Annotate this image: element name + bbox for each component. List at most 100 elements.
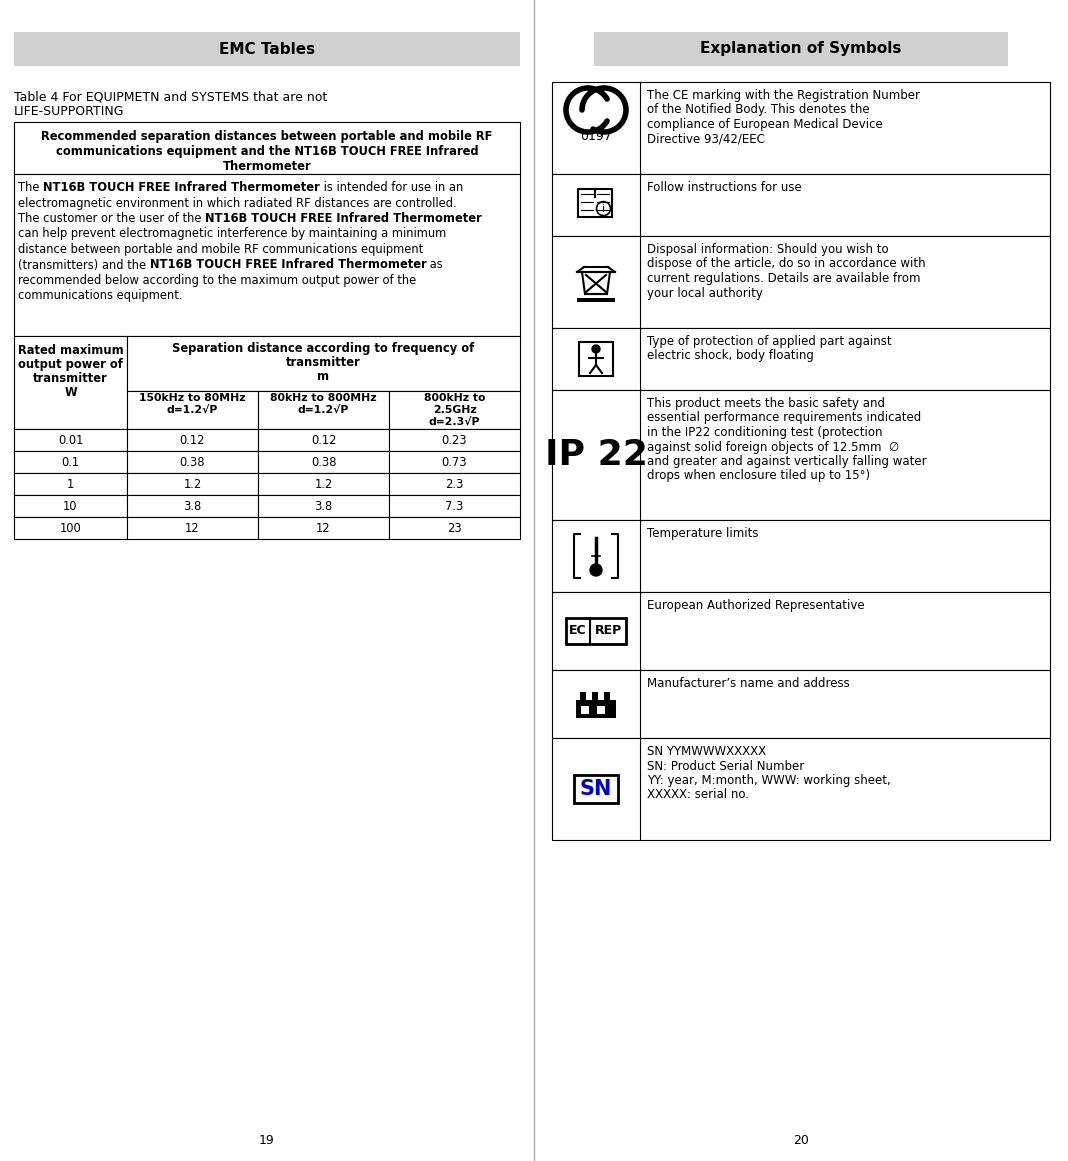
Text: i: i	[602, 203, 606, 214]
Text: 100: 100	[60, 521, 81, 534]
Bar	[127, 391, 258, 430]
Text: is intended for use in an: is intended for use in an	[320, 181, 464, 194]
Text: This product meets the basic safety and: This product meets the basic safety and	[647, 397, 885, 410]
Bar	[14, 336, 127, 430]
Text: 0.12: 0.12	[311, 433, 336, 447]
Text: Explanation of Symbols: Explanation of Symbols	[701, 42, 901, 57]
Bar	[389, 473, 520, 495]
Circle shape	[590, 564, 602, 576]
Text: 2.5GHz: 2.5GHz	[433, 405, 476, 414]
Text: Thermometer: Thermometer	[223, 160, 311, 173]
Bar	[14, 430, 127, 450]
Text: communications equipment.: communications equipment.	[18, 289, 183, 303]
Text: distance between portable and mobile RF communications equipment: distance between portable and mobile RF …	[18, 243, 423, 255]
Text: Disposal information: Should you wish to: Disposal information: Should you wish to	[647, 243, 889, 255]
Text: of the Notified Body. This denotes the: of the Notified Body. This denotes the	[647, 103, 869, 116]
Text: drops when enclosure tiled up to 15°): drops when enclosure tiled up to 15°)	[647, 469, 870, 483]
Text: 0197: 0197	[580, 130, 612, 143]
Bar	[258, 430, 389, 450]
Bar	[258, 495, 389, 517]
Text: 7.3: 7.3	[445, 499, 464, 512]
Text: The CE marking with the Registration Number: The CE marking with the Registration Num…	[647, 89, 920, 102]
Text: 0.01: 0.01	[58, 433, 83, 447]
Text: d=2.3√P: d=2.3√P	[428, 417, 481, 427]
Bar	[580, 692, 586, 704]
Text: output power of: output power of	[18, 358, 123, 372]
Text: 0.1: 0.1	[62, 455, 79, 469]
Text: SN: SN	[580, 779, 612, 799]
Bar	[127, 517, 258, 539]
Bar	[579, 342, 613, 376]
Circle shape	[592, 345, 600, 353]
Text: 2.3: 2.3	[445, 477, 464, 490]
Text: essential performance requirements indicated: essential performance requirements indic…	[647, 411, 922, 425]
Text: REP: REP	[595, 625, 622, 637]
Text: m: m	[317, 370, 330, 383]
Text: Manufacturer’s name and address: Manufacturer’s name and address	[647, 677, 850, 690]
Text: Follow instructions for use: Follow instructions for use	[647, 181, 802, 194]
Text: recommended below according to the maximum output power of the: recommended below according to the maxim…	[18, 274, 417, 287]
Text: The: The	[18, 181, 43, 194]
Bar	[586, 692, 592, 700]
Text: 80kHz to 800MHz: 80kHz to 800MHz	[270, 394, 377, 403]
Bar	[389, 517, 520, 539]
Bar	[258, 450, 389, 473]
Bar	[552, 670, 1050, 738]
Bar	[258, 517, 389, 539]
Text: Rated maximum: Rated maximum	[18, 344, 124, 356]
Bar	[258, 391, 389, 430]
Bar	[127, 336, 520, 391]
Text: 1.2: 1.2	[184, 477, 202, 490]
Bar	[14, 122, 520, 174]
Text: can help prevent electromagnetic interference by maintaining a minimum: can help prevent electromagnetic interfe…	[18, 228, 446, 240]
Text: Recommended separation distances between portable and mobile RF: Recommended separation distances between…	[42, 130, 492, 143]
Bar	[577, 298, 615, 302]
Bar	[389, 430, 520, 450]
Text: Separation distance according to frequency of: Separation distance according to frequen…	[172, 342, 474, 355]
Bar	[581, 706, 588, 714]
Text: European Authorized Representative: European Authorized Representative	[647, 599, 865, 612]
Text: 3.8: 3.8	[314, 499, 332, 512]
Bar	[14, 495, 127, 517]
Text: transmitter: transmitter	[286, 356, 361, 369]
Text: dispose of the article, do so in accordance with: dispose of the article, do so in accorda…	[647, 258, 926, 271]
Bar	[598, 692, 604, 700]
Text: 3.8: 3.8	[184, 499, 202, 512]
Text: 0.12: 0.12	[179, 433, 205, 447]
Bar	[597, 706, 604, 714]
Bar	[127, 430, 258, 450]
Text: EC: EC	[569, 625, 586, 637]
Text: 800kHz to: 800kHz to	[424, 394, 485, 403]
Text: against solid foreign objects of 12.5mm  ∅: against solid foreign objects of 12.5mm …	[647, 440, 899, 454]
Bar	[389, 495, 520, 517]
Text: Table 4 For EQUIPMETN and SYSTEMS that are not: Table 4 For EQUIPMETN and SYSTEMS that a…	[14, 91, 327, 103]
Text: d=1.2√P: d=1.2√P	[298, 405, 349, 414]
Bar	[14, 33, 520, 66]
Bar	[258, 473, 389, 495]
Text: 0.38: 0.38	[179, 455, 205, 469]
Text: SN: Product Serial Number: SN: Product Serial Number	[647, 759, 804, 772]
Bar	[552, 329, 1050, 390]
Bar	[552, 82, 1050, 174]
Text: 12: 12	[185, 521, 200, 534]
Bar	[566, 618, 626, 644]
Text: The customer or the user of the: The customer or the user of the	[18, 212, 205, 225]
Bar	[592, 692, 598, 704]
Bar	[14, 517, 127, 539]
Bar	[594, 33, 1008, 66]
Text: as: as	[426, 259, 443, 272]
Text: 1.2: 1.2	[314, 477, 332, 490]
Text: 0.23: 0.23	[442, 433, 468, 447]
Bar	[127, 450, 258, 473]
Text: 19: 19	[260, 1133, 274, 1147]
Text: SN YYMWWWXXXXX: SN YYMWWWXXXXX	[647, 745, 766, 758]
Bar	[14, 450, 127, 473]
Bar	[389, 450, 520, 473]
Bar	[127, 495, 258, 517]
Text: transmitter: transmitter	[33, 372, 108, 385]
Text: (transmitters) and the: (transmitters) and the	[18, 259, 150, 272]
Bar	[552, 174, 1050, 236]
Bar	[14, 174, 520, 336]
Bar	[389, 391, 520, 430]
Text: 10: 10	[63, 499, 78, 512]
